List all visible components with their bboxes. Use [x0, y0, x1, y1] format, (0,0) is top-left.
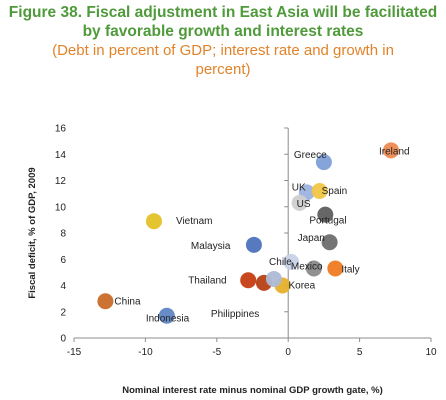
x-tick-label: 5	[357, 347, 363, 358]
point-label-italy: Italy	[341, 264, 359, 275]
data-point-vietnam	[145, 213, 162, 230]
point-label-us: US	[297, 199, 311, 210]
y-tick-label: 2	[60, 307, 66, 318]
chart-subtitle-line-1: (Debt in percent of GDP; interest rate a…	[52, 42, 394, 59]
point-label-greece: Greece	[294, 150, 327, 161]
point-label-portugal: Portugal	[309, 216, 346, 227]
y-tick-label: 8	[60, 229, 66, 240]
data-point-indonesia	[158, 307, 175, 324]
chart-title: Figure 38. Fiscal adjustment in East Asi…	[0, 0, 446, 41]
data-point-japan	[321, 234, 338, 251]
y-tick-label: 6	[60, 255, 66, 266]
point-label-chile: Chile	[269, 257, 292, 268]
chart-subtitle-line-2: percent)	[195, 61, 251, 78]
y-tick-label: 4	[60, 281, 66, 292]
point-label-philippines: Philippines	[211, 309, 259, 320]
data-point-us	[291, 194, 308, 211]
x-tick-label: -15	[67, 347, 82, 358]
chart-title-line-2: by favorable growth and interest rates	[82, 23, 364, 40]
data-point-chile	[283, 253, 300, 270]
axes: 0 2 4 6 8 10 12 14 16 -15 -10 -5 0 5 10	[55, 124, 437, 359]
data-points	[97, 142, 400, 324]
point-label-vietnam: Vietnam	[176, 216, 213, 227]
point-label-uk: UK	[292, 182, 306, 193]
point-label-ireland: Ireland	[379, 146, 410, 157]
x-tick-label: 0	[285, 347, 291, 358]
x-axis-title: Nominal interest rate minus nominal GDP …	[122, 385, 383, 396]
y-axis-title: Fiscal deficit, % of GDP, 2009	[27, 167, 38, 298]
y-tick-label: 12	[55, 176, 67, 187]
data-point-thailand	[240, 272, 257, 289]
x-tick-label: -5	[212, 347, 221, 358]
data-point-spain	[311, 183, 328, 199]
y-tick-label: 0	[60, 334, 66, 345]
point-label-indonesia: Indonesia	[146, 314, 190, 325]
point-label-thailand: Thailand	[188, 275, 226, 286]
point-label-china: China	[114, 296, 141, 307]
data-point-mexico	[305, 260, 322, 277]
data-point-portugal	[317, 206, 334, 223]
point-label-japan: Japan	[298, 233, 325, 244]
point-label-malaysia: Malaysia	[191, 241, 231, 252]
point-label-mexico: Mexico	[291, 261, 323, 272]
point-labels: Ireland Greece UK Spain US Portugal Vietnam Jap…	[114, 146, 409, 324]
x-tick-label: -10	[138, 347, 153, 358]
y-tick-label: 16	[55, 124, 67, 135]
y-tick-label: 10	[55, 202, 67, 213]
data-point-ireland	[383, 142, 400, 159]
data-point-unlabeled	[265, 270, 282, 287]
chart-title-line-1: Figure 38. Fiscal adjustment in East Asi…	[8, 4, 438, 21]
y-tick-label: 14	[55, 150, 67, 161]
data-point-china	[97, 293, 114, 310]
chart-title-block: Figure 38. Fiscal adjustment in East Asi…	[0, 0, 446, 79]
point-label-korea: Korea	[288, 281, 315, 292]
x-tick-label: 10	[425, 347, 437, 358]
data-point-malaysia	[245, 236, 262, 253]
chart-subtitle: (Debt in percent of GDP; interest rate a…	[0, 41, 446, 79]
point-label-spain: Spain	[322, 186, 348, 197]
data-point-italy	[327, 260, 344, 277]
data-point-greece	[315, 154, 332, 171]
